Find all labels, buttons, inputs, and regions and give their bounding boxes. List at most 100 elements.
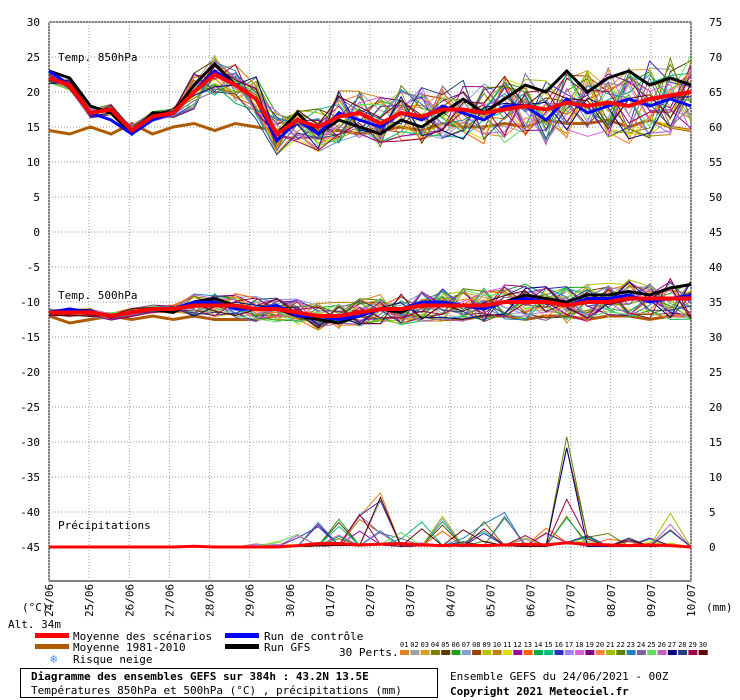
chart-title: Diagramme des ensembles GEFS sur 384h : … (31, 670, 369, 683)
snowflake-icon: ❄ (50, 652, 57, 666)
pert-legend-label: 21 (606, 641, 614, 649)
legend-swatch-control (225, 633, 259, 638)
pert-legend-swatch (554, 650, 564, 655)
y-left-tick: 0 (33, 226, 40, 239)
pert-legend-swatch (657, 650, 667, 655)
pert-legend-label: 15 (544, 641, 552, 649)
y-right-tick: 75 (709, 16, 722, 29)
y-right-tick: 40 (709, 261, 722, 274)
pert-legend-label: 05 (441, 641, 449, 649)
y-right-tick: 5 (709, 506, 716, 519)
pert-legend-label: 01 (400, 641, 408, 649)
pert-legend-swatch (400, 650, 409, 655)
pert-legend-swatch (513, 650, 523, 655)
x-tick-label: 24/06 (43, 584, 56, 617)
pert-legend-swatch (616, 650, 626, 655)
altitude-label: Alt. 34m (8, 618, 61, 631)
y-left-tick: 20 (27, 86, 40, 99)
pert-legend-label: 29 (688, 641, 696, 649)
y-left-tick: -20 (20, 366, 40, 379)
x-tick-label: 28/06 (204, 584, 217, 617)
legend: Moyenne des scénarios Moyenne 1981-2010 … (35, 630, 399, 666)
chart-subtitle: Températures 850hPa et 500hPa (°C) , pré… (31, 684, 402, 697)
x-tick-label: 07/07 (565, 584, 578, 617)
y-right-tick: 20 (709, 401, 722, 414)
y-right-tick: 35 (709, 296, 722, 309)
pert-legend-swatch (523, 650, 533, 655)
pert-legend-swatch (585, 650, 595, 655)
pert-legend-swatch (564, 650, 574, 655)
pert-legend-label: 22 (616, 641, 624, 649)
x-tick-label: 01/07 (324, 584, 337, 617)
unit-right: (mm) (706, 601, 733, 614)
x-tick-label: 26/06 (123, 584, 136, 617)
pert-legend-swatch (647, 650, 657, 655)
x-tick-label: 08/07 (605, 584, 618, 617)
x-tick-label: 03/07 (404, 584, 417, 617)
pert-legend-label: 04 (431, 641, 439, 649)
pert-legend-label: 07 (462, 641, 470, 649)
pert-legend-swatch (472, 650, 482, 655)
y-right-tick: 15 (709, 436, 722, 449)
y-right-tick: 70 (709, 51, 722, 64)
pert-legend-label: 14 (534, 641, 542, 649)
y-right-tick: 25 (709, 366, 722, 379)
pert-legend-label: 16 (555, 641, 563, 649)
perturbation-legend: 01 02 03 04 05 06 07 08 09 10 11 12 13 14 15 16 17 18 19 20… (400, 641, 708, 655)
legend-control: Run de contrôle (264, 630, 363, 643)
pert-legend-swatch (575, 650, 585, 655)
copyright: Copyright 2021 Meteociel.fr (450, 685, 629, 698)
pert-legend-label: 11 (503, 641, 511, 649)
legend-swatch-mean (35, 633, 69, 638)
ticks: 302520151050-5-10-15-20-25-30-35-40-4575… (20, 16, 722, 617)
gfs-line-t850 (48, 61, 692, 137)
y-left-tick: 30 (27, 16, 40, 29)
y-left-tick: -45 (20, 541, 40, 554)
x-tick-label: 06/07 (525, 584, 538, 617)
pert-legend-label: 10 (493, 641, 501, 649)
pert-legend-label: 06 (452, 641, 460, 649)
pert-legend-label: 25 (647, 641, 655, 649)
pert-legend-label: 23 (627, 641, 635, 649)
mean-line-t850 (48, 72, 692, 137)
control-line-t850 (48, 69, 692, 144)
mean-line-precip (49, 541, 692, 549)
pert-legend-label: 20 (596, 641, 604, 649)
pert-legend-swatch (688, 650, 698, 655)
legend-gfs: Run GFS (264, 641, 310, 654)
legend-clim: Moyenne 1981-2010 (73, 641, 186, 654)
pert-legend-label: 13 (524, 641, 532, 649)
pert-legend-swatch (606, 650, 615, 655)
run-info: Ensemble GEFS du 24/06/2021 - 00Z (450, 670, 669, 683)
pert-line-t500 (48, 285, 692, 329)
x-tick-label: 29/06 (244, 584, 257, 617)
y-left-tick: 10 (27, 156, 40, 169)
pert-legend-swatch (678, 650, 688, 655)
y-left-tick: -35 (20, 471, 40, 484)
x-tick-label: 04/07 (444, 584, 457, 617)
pert-legend-swatch (626, 650, 636, 655)
pert-legend-swatch (544, 650, 554, 655)
pert-legend-label: 24 (637, 641, 645, 649)
y-right-tick: 30 (709, 331, 722, 344)
pert-legend-label: 18 (575, 641, 583, 649)
x-tick-label: 30/06 (284, 584, 297, 617)
y-left-tick: 15 (27, 121, 40, 134)
y-right-tick: 60 (709, 121, 722, 134)
x-tick-label: 25/06 (83, 584, 96, 617)
pert-legend-label: 09 (482, 641, 490, 649)
pert-legend-label: 19 (585, 641, 593, 649)
pert-legend-swatch (492, 650, 502, 655)
pert-legend-swatch (698, 650, 708, 655)
y-right-tick: 65 (709, 86, 722, 99)
y-right-tick: 55 (709, 156, 722, 169)
x-tick-label: 05/07 (484, 584, 497, 617)
pert-legend-swatch (503, 650, 512, 655)
pert-legend-label: 03 (421, 641, 429, 649)
y-left-tick: -15 (20, 331, 40, 344)
mean-line-t500 (49, 296, 691, 319)
pert-legend-label: 12 (513, 641, 521, 649)
pert-legend-swatch (482, 650, 492, 655)
pert-legend-label: 17 (565, 641, 573, 649)
